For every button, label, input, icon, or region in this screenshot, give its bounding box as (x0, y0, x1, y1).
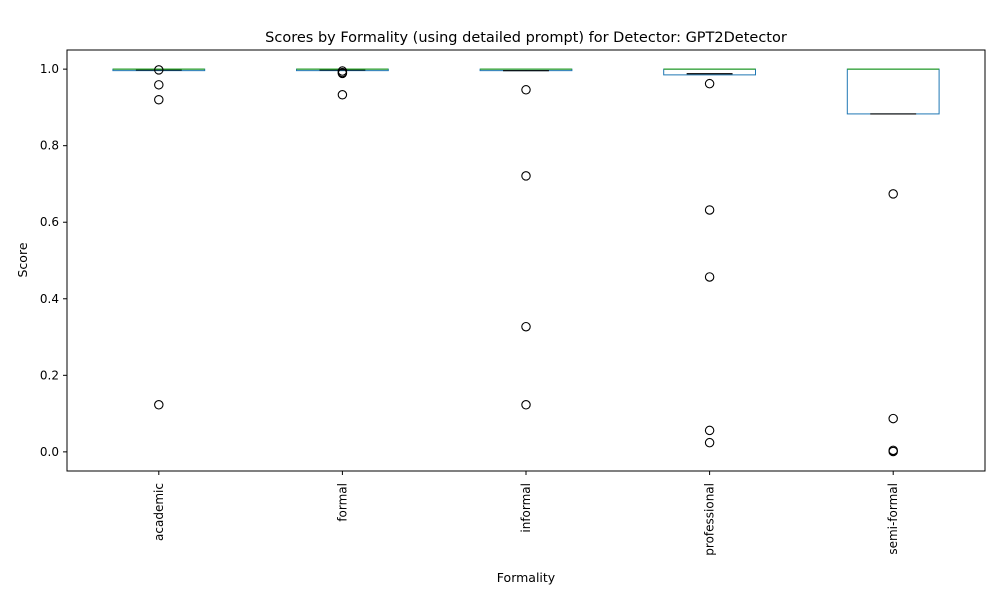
x-tick-label-informal: informal (519, 483, 533, 533)
outlier-point-academic (154, 95, 164, 105)
x-tick-label-professional: professional (703, 483, 717, 556)
x-axis-label: Formality (497, 570, 556, 585)
outlier-point-professional (704, 425, 715, 436)
x-tick-label-semi-formal: semi-formal (886, 483, 900, 555)
outlier-point-semi-formal (888, 413, 898, 424)
chart-title: Scores by Formality (using detailed prom… (265, 30, 787, 46)
outlier-point-informal (521, 171, 531, 181)
y-tick-label: 1.0 (40, 62, 59, 76)
outlier-point-informal (521, 400, 531, 410)
outlier-point-academic (154, 65, 164, 75)
outlier-point-formal (337, 90, 348, 100)
plot-area: 0.0 0.2 0.4 0.6 0.8 1.0 academic formal informal… (40, 62, 940, 556)
outlier-point-academic (154, 80, 164, 90)
x-tick-label-academic: academic (152, 483, 166, 541)
outlier-point-academic (154, 400, 164, 410)
outlier-point-semi-formal (888, 189, 898, 199)
outlier-point-informal (521, 85, 531, 95)
outlier-point-informal (521, 321, 531, 332)
box-semi-formal (846, 68, 940, 115)
y-axis-label: Score (15, 242, 30, 277)
y-tick-label: 0.6 (40, 215, 59, 229)
plot-frame (66, 49, 986, 472)
outlier-point-professional (704, 272, 715, 282)
y-tick-label: 0.4 (40, 292, 59, 306)
outlier-point-professional (704, 437, 715, 448)
y-tick-label: 0.8 (40, 139, 59, 153)
y-tick-label: 0.2 (40, 368, 59, 382)
x-tick-label-formal: formal (335, 483, 349, 522)
y-tick-label: 0.0 (40, 445, 59, 459)
outlier-point-professional (704, 78, 715, 89)
outlier-point-formal (337, 68, 348, 79)
outlier-point-professional (704, 205, 715, 215)
outlier-point-semi-formal (888, 446, 898, 457)
